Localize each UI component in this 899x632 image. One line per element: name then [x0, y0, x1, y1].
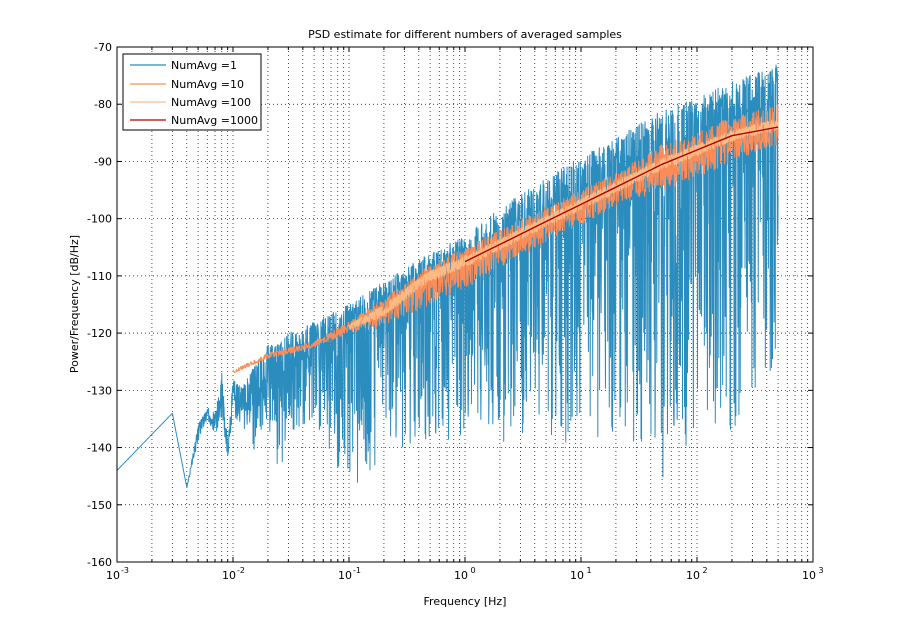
- series-0-line: [116, 64, 779, 488]
- x-tick-label-exponent: -1: [353, 566, 361, 575]
- x-tick-label-exponent: -2: [237, 566, 245, 575]
- x-tick-label: 10: [570, 569, 584, 582]
- x-tick-label-exponent: 1: [586, 566, 591, 575]
- y-tick-labels: -70 -80 -90 -100 -110 -120 -130 -140 -150 -160: [87, 41, 112, 569]
- ticks: [116, 46, 814, 563]
- chart-title: PSD estimate for different numbers of av…: [308, 28, 622, 41]
- x-tick-label: 10: [802, 569, 816, 582]
- x-tick-label-exponent: 3: [818, 566, 823, 575]
- x-tick-label-exponent: 2: [702, 566, 707, 575]
- y-tick-label: -130: [87, 384, 112, 397]
- legend-label-1: NumAvg =10: [171, 78, 244, 91]
- y-tick-label: -150: [87, 499, 112, 512]
- x-tick-label: 10: [106, 569, 120, 582]
- y-tick-label: -80: [94, 98, 112, 111]
- legend-label-0: NumAvg =1: [171, 59, 237, 72]
- x-tick-label-exponent: -3: [121, 566, 129, 575]
- x-tick-label: 10: [454, 569, 468, 582]
- x-tick-label-exponent: 0: [470, 566, 475, 575]
- legend-label-2: NumAvg =100: [171, 96, 251, 109]
- y-tick-label: -140: [87, 442, 112, 455]
- legend: NumAvg =1 NumAvg =10 NumAvg =100 NumAvg …: [122, 53, 262, 131]
- x-axis-label: Frequency [Hz]: [424, 595, 507, 608]
- y-tick-label: -120: [87, 327, 112, 340]
- series-2-line: [348, 120, 779, 330]
- y-axis-label: Power/Frequency [dB/Hz]: [68, 235, 81, 373]
- x-tick-label: 10: [686, 569, 700, 582]
- y-tick-label: -160: [87, 556, 112, 569]
- series-3-line: [464, 126, 779, 263]
- x-tick-label: 10: [338, 569, 352, 582]
- legend-box: [122, 53, 262, 131]
- y-tick-label: -70: [94, 41, 112, 54]
- y-tick-label: -110: [87, 270, 112, 283]
- x-tick-labels: 10 -3 10 -2 10 -1 10 0 10 1 10 2 10 3: [106, 566, 824, 582]
- y-tick-label: -100: [87, 213, 112, 226]
- y-tick-label: -90: [94, 155, 112, 168]
- series-layer: [116, 64, 779, 488]
- legend-label-3: NumAvg =1000: [171, 114, 258, 127]
- x-tick-label: 10: [222, 569, 236, 582]
